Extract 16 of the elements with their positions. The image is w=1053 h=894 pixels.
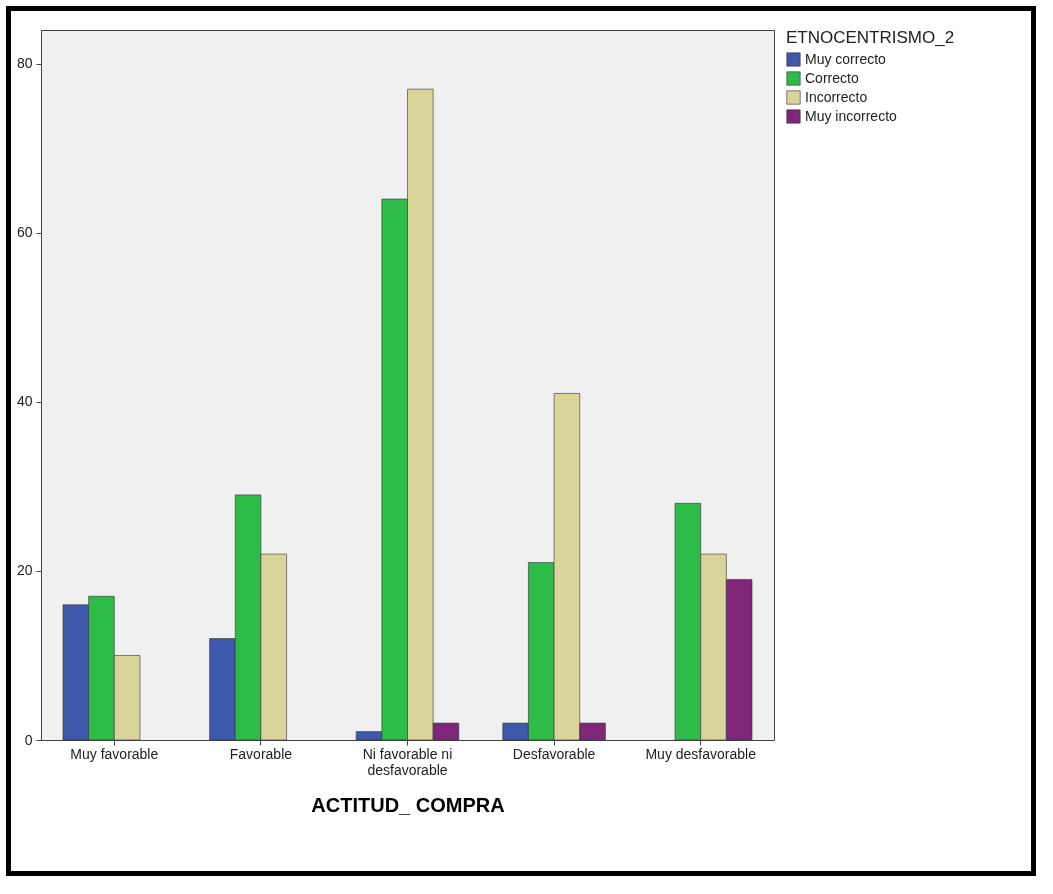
y-tick-label: 80 (16, 55, 33, 72)
x-tick-label: Favorable (229, 745, 293, 762)
legend-title: ETNOCENTRISMO_2 (786, 28, 955, 47)
x-axis-title: ACTITUD_ COMPRA (311, 793, 505, 816)
y-tick-label: 40 (16, 393, 33, 410)
legend-label: Muy incorrecto (805, 107, 898, 124)
y-tick-label: 20 (16, 562, 33, 579)
x-tick-label: Ni favorable ni desfavorable (362, 745, 453, 778)
legend-label: Muy correcto (805, 50, 887, 67)
legend-label: Correcto (805, 69, 859, 86)
x-tick-label: Desfavorable (512, 745, 596, 762)
y-tick-label: 0 (24, 731, 33, 748)
x-tick-label: Muy favorable (70, 745, 159, 762)
legend-label: Incorrecto (805, 88, 868, 105)
y-tick-label: 60 (16, 224, 33, 241)
x-tick-label: Muy desfavorable (645, 745, 757, 762)
